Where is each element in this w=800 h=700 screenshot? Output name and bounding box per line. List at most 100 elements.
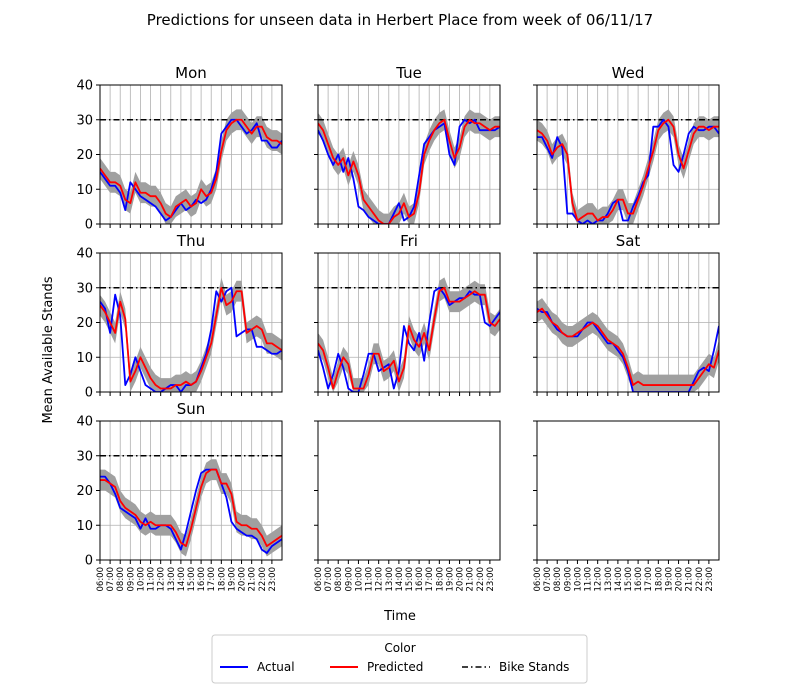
y-tick-label: 20 xyxy=(76,148,93,163)
subplot-sun: Sun 0 10 20 30 40 06:00 07:00 08:00 09:00 10:00 11:… xyxy=(76,400,283,592)
x-tick-label: 17:00 xyxy=(425,567,435,592)
x-tick-label: 08:00 xyxy=(334,567,344,592)
x-tick-label: 18:00 xyxy=(654,567,664,592)
x-tick-label: 22:00 xyxy=(695,567,705,592)
confidence-band xyxy=(100,109,282,224)
y-tick-label: 0 xyxy=(85,218,93,233)
x-tick-label: 15:00 xyxy=(187,567,197,592)
subplot-grid: Mon 0 10 20 30 40 Tue Wed Thu 0 10 20 30 40 Fri Sat Sun 0… xyxy=(76,64,720,592)
predicted-series-line xyxy=(100,118,282,218)
x-tick-label: 14:00 xyxy=(177,567,187,592)
x-tick-label: 07:00 xyxy=(543,567,553,592)
x-tick-label: 14:00 xyxy=(395,567,405,592)
predicted-series-line xyxy=(100,468,282,547)
y-tick-label: 10 xyxy=(76,183,93,198)
x-tick-label: 16:00 xyxy=(197,567,207,592)
x-tick-label: 22:00 xyxy=(476,567,486,592)
x-tick-label: 21:00 xyxy=(248,567,258,592)
x-tick-label: 12:00 xyxy=(375,567,385,592)
subplot-mon: Mon 0 10 20 30 40 xyxy=(76,64,283,233)
predicted-series-line xyxy=(100,286,282,390)
legend-predicted-label: Predicted xyxy=(367,660,423,674)
subplot-sat: Sat xyxy=(533,232,720,396)
legend-actual-label: Actual xyxy=(257,660,295,674)
x-tick-label: 21:00 xyxy=(685,567,695,592)
y-tick-label: 10 xyxy=(76,519,93,534)
y-tick-label: 20 xyxy=(76,484,93,499)
x-tick-label: 17:00 xyxy=(207,567,217,592)
confidence-band xyxy=(537,298,719,392)
x-tick-label: 19:00 xyxy=(227,567,237,592)
x-tick-label: 22:00 xyxy=(258,567,268,592)
x-tick-label: 19:00 xyxy=(445,567,455,592)
x-tick-label: 20:00 xyxy=(675,567,685,592)
actual-series-line xyxy=(100,468,282,554)
x-tick-label: 17:00 xyxy=(644,567,654,592)
x-tick-label: 09:00 xyxy=(563,567,573,592)
confidence-band xyxy=(100,459,282,557)
x-tick-label: 09:00 xyxy=(344,567,354,592)
x-tick-label: 10:00 xyxy=(573,567,583,592)
confidence-band xyxy=(100,277,282,392)
x-tick-label: 12:00 xyxy=(157,567,167,592)
subplot-title: Wed xyxy=(612,64,645,82)
subplot-title: Thu xyxy=(176,232,205,250)
subplot-wed: Wed xyxy=(533,64,720,228)
x-tick-label: 06:00 xyxy=(533,567,543,592)
x-tick-label: 08:00 xyxy=(116,567,126,592)
y-tick-label: 30 xyxy=(76,281,93,296)
predicted-series-line xyxy=(537,307,719,386)
x-tick-label: 11:00 xyxy=(147,567,157,592)
subplot-title: Mon xyxy=(175,64,207,82)
x-tick-label: 13:00 xyxy=(604,567,614,592)
predicted-series-line xyxy=(537,118,719,222)
subplot-title: Fri xyxy=(400,232,418,250)
subplot-title: Sat xyxy=(616,232,641,250)
y-tick-label: 0 xyxy=(85,554,93,569)
x-tick-label: 19:00 xyxy=(664,567,674,592)
x-tick-label: 09:00 xyxy=(126,567,136,592)
legend-bikestands-label: Bike Stands xyxy=(499,660,569,674)
subplot-fri: Fri xyxy=(314,232,501,396)
confidence-band xyxy=(318,277,500,392)
subplot-tue: Tue xyxy=(314,64,501,228)
subplot-title: Sun xyxy=(177,400,206,418)
x-axis-label: Time xyxy=(383,609,416,624)
x-tick-label: 20:00 xyxy=(238,567,248,592)
figure-title: Predictions for unseen data in Herbert P… xyxy=(147,11,653,29)
x-tick-label: 21:00 xyxy=(466,567,476,592)
x-tick-label: 12:00 xyxy=(594,567,604,592)
y-axis-label: Mean Available Stands xyxy=(41,276,56,423)
x-tick-label: 16:00 xyxy=(415,567,425,592)
y-tick-label: 40 xyxy=(76,247,93,262)
x-tick-label: 23:00 xyxy=(268,567,278,592)
x-tick-label: 06:00 xyxy=(96,567,106,592)
x-tick-label: 08:00 xyxy=(553,567,563,592)
predicted-series-line xyxy=(318,118,500,224)
x-tick-label: 10:00 xyxy=(354,567,364,592)
y-tick-label: 30 xyxy=(76,449,93,464)
x-tick-label: 23:00 xyxy=(486,567,496,592)
y-tick-label: 0 xyxy=(85,386,93,401)
x-tick-label: 18:00 xyxy=(435,567,445,592)
x-tick-label: 13:00 xyxy=(167,567,177,592)
y-tick-label: 10 xyxy=(76,351,93,366)
y-tick-label: 30 xyxy=(76,113,93,128)
x-tick-label: 20:00 xyxy=(456,567,466,592)
actual-series-line xyxy=(318,286,500,392)
x-tick-label: 15:00 xyxy=(405,567,415,592)
x-tick-label: 16:00 xyxy=(634,567,644,592)
subplot-frame xyxy=(536,420,720,561)
x-tick-label: 11:00 xyxy=(365,567,375,592)
subplot-empty-7: 06:00 07:00 08:00 09:00 10:00 11:00 12:00 13:00… xyxy=(314,420,501,592)
subplot-title: Tue xyxy=(395,64,422,82)
subplot-thu: Thu 0 10 20 30 40 xyxy=(76,232,283,401)
actual-series-line xyxy=(537,118,719,224)
y-tick-label: 40 xyxy=(76,415,93,430)
subplot-frame xyxy=(317,420,501,561)
x-tick-label: 23:00 xyxy=(705,567,715,592)
x-tick-label: 14:00 xyxy=(614,567,624,592)
legend-title: Color xyxy=(384,641,415,655)
x-tick-label: 15:00 xyxy=(624,567,634,592)
y-tick-label: 40 xyxy=(76,79,93,94)
